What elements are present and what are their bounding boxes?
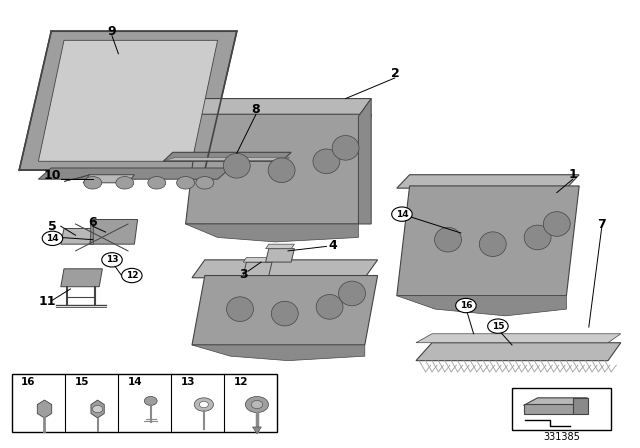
- Polygon shape: [266, 244, 294, 249]
- Circle shape: [251, 401, 262, 409]
- Polygon shape: [397, 296, 566, 316]
- Text: 15: 15: [74, 377, 89, 387]
- Ellipse shape: [313, 149, 340, 173]
- Text: 12: 12: [234, 377, 248, 387]
- Polygon shape: [192, 345, 365, 361]
- Ellipse shape: [268, 158, 295, 183]
- Polygon shape: [38, 40, 218, 161]
- Text: 16: 16: [460, 301, 472, 310]
- Circle shape: [392, 207, 412, 221]
- Text: 13: 13: [180, 377, 195, 387]
- Circle shape: [177, 177, 195, 189]
- Circle shape: [42, 231, 63, 246]
- Circle shape: [92, 405, 102, 413]
- Circle shape: [102, 253, 122, 267]
- Ellipse shape: [479, 232, 506, 256]
- Polygon shape: [165, 158, 290, 160]
- Polygon shape: [416, 334, 621, 343]
- Text: 12: 12: [125, 271, 138, 280]
- Ellipse shape: [332, 135, 359, 160]
- Text: 14: 14: [396, 210, 408, 219]
- Ellipse shape: [524, 225, 551, 250]
- Polygon shape: [524, 398, 588, 405]
- Polygon shape: [192, 260, 378, 278]
- Polygon shape: [252, 427, 262, 434]
- Text: 14: 14: [46, 234, 59, 243]
- Circle shape: [116, 177, 134, 189]
- Polygon shape: [83, 175, 134, 183]
- Text: 5: 5: [48, 220, 57, 233]
- Polygon shape: [266, 249, 294, 262]
- Text: 7: 7: [597, 217, 606, 231]
- Polygon shape: [243, 262, 272, 276]
- Polygon shape: [61, 269, 102, 287]
- Text: 2: 2: [390, 67, 399, 81]
- Polygon shape: [90, 220, 93, 244]
- Circle shape: [145, 396, 157, 405]
- Polygon shape: [64, 175, 90, 181]
- Ellipse shape: [316, 295, 343, 319]
- Polygon shape: [192, 276, 378, 345]
- Polygon shape: [37, 400, 52, 418]
- Ellipse shape: [223, 153, 250, 178]
- Polygon shape: [90, 220, 138, 244]
- Text: 3: 3: [239, 267, 248, 281]
- Circle shape: [196, 177, 214, 189]
- Polygon shape: [186, 114, 371, 224]
- Polygon shape: [91, 400, 104, 418]
- Polygon shape: [19, 31, 237, 170]
- Polygon shape: [397, 175, 579, 188]
- Text: 6: 6: [88, 215, 97, 229]
- Ellipse shape: [543, 212, 570, 237]
- Ellipse shape: [339, 281, 365, 306]
- Circle shape: [456, 298, 476, 313]
- Polygon shape: [524, 404, 573, 414]
- Text: 1: 1: [568, 168, 577, 181]
- Polygon shape: [186, 99, 371, 116]
- Circle shape: [245, 396, 269, 413]
- Polygon shape: [358, 99, 371, 224]
- Polygon shape: [163, 152, 291, 161]
- Text: 8: 8: [252, 103, 260, 116]
- Text: 331385: 331385: [543, 432, 580, 442]
- Text: 13: 13: [106, 255, 118, 264]
- Text: 10: 10: [44, 169, 61, 182]
- Circle shape: [122, 268, 142, 283]
- Text: 15: 15: [492, 322, 504, 331]
- Ellipse shape: [435, 228, 461, 252]
- Polygon shape: [397, 186, 579, 296]
- Polygon shape: [61, 228, 93, 244]
- Circle shape: [488, 319, 508, 333]
- Circle shape: [148, 177, 166, 189]
- Circle shape: [200, 401, 208, 408]
- Circle shape: [195, 398, 213, 411]
- Text: 4: 4: [328, 239, 337, 252]
- Text: 16: 16: [21, 377, 36, 387]
- FancyBboxPatch shape: [12, 374, 277, 432]
- Ellipse shape: [227, 297, 253, 322]
- Text: 14: 14: [127, 377, 142, 387]
- FancyBboxPatch shape: [512, 388, 611, 430]
- Polygon shape: [416, 343, 621, 361]
- Polygon shape: [243, 258, 272, 262]
- Circle shape: [84, 177, 102, 189]
- Polygon shape: [186, 224, 358, 242]
- Ellipse shape: [271, 302, 298, 326]
- Text: 11: 11: [38, 294, 56, 308]
- Text: 9: 9: [108, 25, 116, 38]
- Polygon shape: [38, 168, 230, 179]
- Polygon shape: [573, 398, 588, 414]
